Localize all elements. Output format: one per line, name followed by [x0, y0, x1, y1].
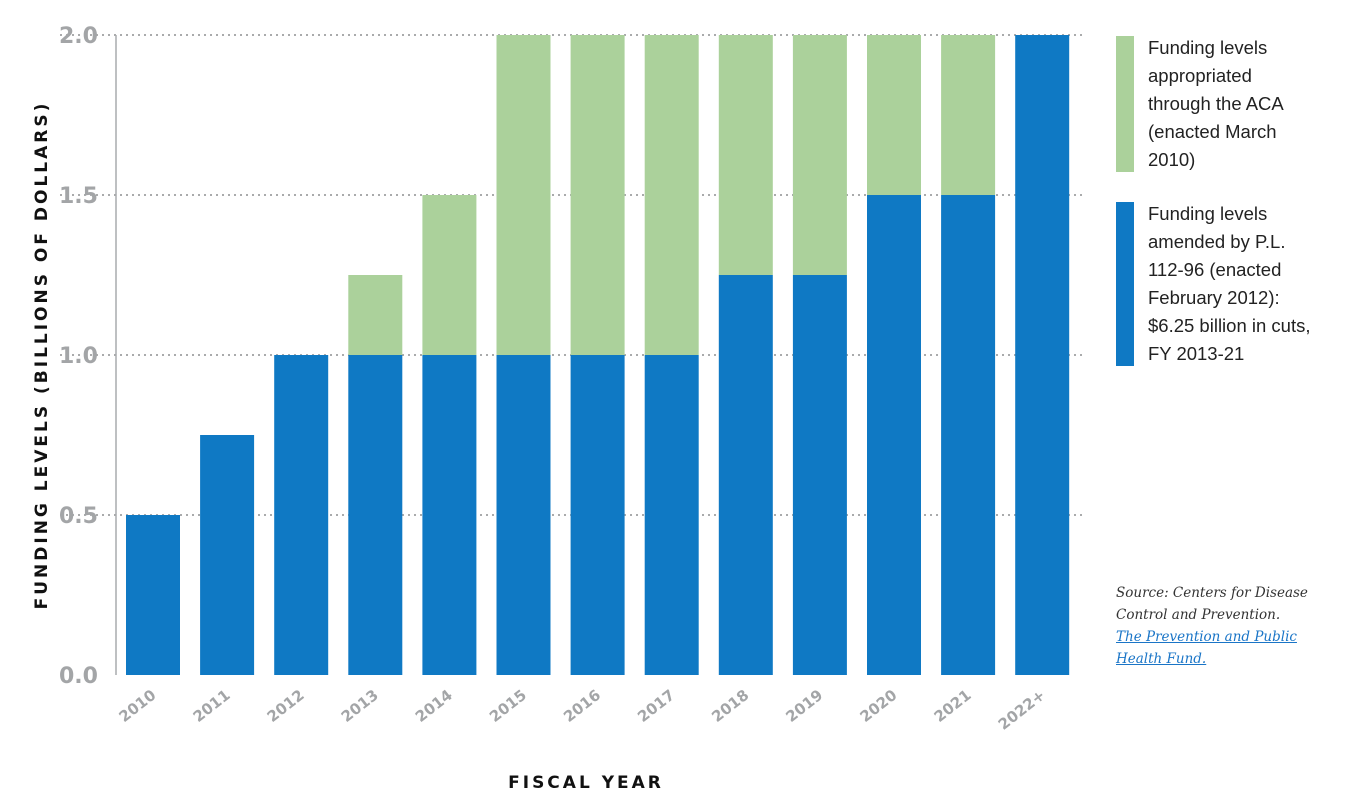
x-tick-label: 2018	[708, 686, 752, 726]
legend-label-amended-line: FY 2013-21	[1148, 343, 1245, 364]
bar-amended-funding	[126, 515, 180, 675]
x-tick-label: 2015	[486, 686, 530, 726]
legend-swatch-aca	[1116, 36, 1134, 172]
bar-aca-funding	[570, 35, 625, 355]
legend-label-amended-line: $6.25 billion in cuts,	[1148, 315, 1311, 336]
x-tick-label: 2019	[782, 686, 826, 726]
bar-amended-funding	[348, 355, 403, 675]
bar-aca-funding	[792, 35, 847, 275]
x-tick-label: 2022+	[995, 686, 1049, 734]
legend-label-amended-line: 112-96 (enacted	[1148, 259, 1282, 280]
x-tick-label: 2016	[560, 686, 604, 726]
bar-amended-funding	[792, 275, 847, 675]
legend: Funding levels appropriated through the …	[1116, 34, 1336, 368]
legend-label-aca-line: 2010)	[1148, 149, 1196, 170]
legend-label-aca-line: (enacted March	[1148, 121, 1277, 142]
bar-aca-funding	[422, 195, 477, 355]
y-axis-title: FUNDING LEVELS (BILLIONS OF DOLLARS)	[32, 101, 52, 610]
bar-aca-funding	[718, 35, 773, 275]
bar-aca-funding	[348, 275, 403, 355]
bar-amended-funding	[496, 355, 551, 675]
bar-amended-funding	[1015, 35, 1070, 675]
source-link-line: The Prevention and Public	[1116, 629, 1297, 645]
x-axis-title: FISCAL YEAR	[508, 773, 664, 793]
y-tick-label: 1.0	[59, 344, 98, 369]
x-tick-label: 2010	[115, 686, 159, 726]
source-note: Source: Centers for Disease Control and …	[1116, 582, 1341, 670]
legend-label-amended-line: amended by P.L.	[1148, 231, 1286, 252]
bar-amended-funding	[422, 355, 477, 675]
y-tick-label: 1.5	[59, 184, 98, 209]
bars	[126, 35, 1070, 675]
bar-aca-funding	[867, 35, 921, 195]
bar-amended-funding	[718, 275, 773, 675]
x-tick-label: 2021	[931, 686, 975, 726]
bar-aca-funding	[496, 35, 551, 355]
legend-label-aca-line: appropriated	[1148, 65, 1252, 86]
bar-amended-funding	[200, 435, 255, 675]
source-link[interactable]: The Prevention and Public Health Fund.	[1116, 629, 1297, 667]
legend-swatch-amended	[1116, 202, 1134, 366]
legend-label-amended-line: Funding levels	[1148, 203, 1268, 224]
x-axis-ticks: 2010 2011 2012 2013 2014 2015 2016 2017 2018 2019…	[115, 686, 1048, 734]
funding-bar-chart: 0.0 0.5 1.0 1.5 2.0 2010 2011 2012 2013 2014 2015…	[32, 24, 1082, 793]
bar-amended-funding	[274, 355, 329, 675]
y-tick-label: 0.5	[59, 504, 98, 529]
bar-aca-funding	[941, 35, 996, 195]
bar-amended-funding	[941, 195, 996, 675]
bar-amended-funding	[570, 355, 625, 675]
bar-amended-funding	[644, 355, 699, 675]
source-text-line: Control and Prevention.	[1116, 607, 1281, 623]
legend-label-aca-line: through the ACA	[1148, 93, 1284, 114]
bar-amended-funding	[867, 195, 921, 675]
x-tick-label: 2011	[190, 686, 234, 726]
y-tick-label: 2.0	[59, 24, 98, 49]
source-text-line: Source: Centers for Disease	[1116, 585, 1308, 601]
x-tick-label: 2020	[856, 686, 900, 726]
legend-item-amended: Funding levels amended by P.L. 112-96 (e…	[1116, 200, 1336, 368]
x-tick-label: 2012	[264, 686, 308, 726]
y-axis-ticks: 0.0 0.5 1.0 1.5 2.0	[59, 24, 98, 689]
legend-label-aca-line: Funding levels	[1148, 37, 1268, 58]
y-tick-label: 0.0	[59, 664, 98, 689]
x-tick-label: 2013	[338, 686, 382, 726]
legend-item-aca: Funding levels appropriated through the …	[1116, 34, 1336, 174]
x-tick-label: 2017	[634, 686, 678, 726]
source-link-line: Health Fund.	[1116, 651, 1207, 667]
x-tick-label: 2014	[412, 686, 456, 726]
bar-aca-funding	[644, 35, 699, 355]
legend-label-amended-line: February 2012):	[1148, 287, 1280, 308]
